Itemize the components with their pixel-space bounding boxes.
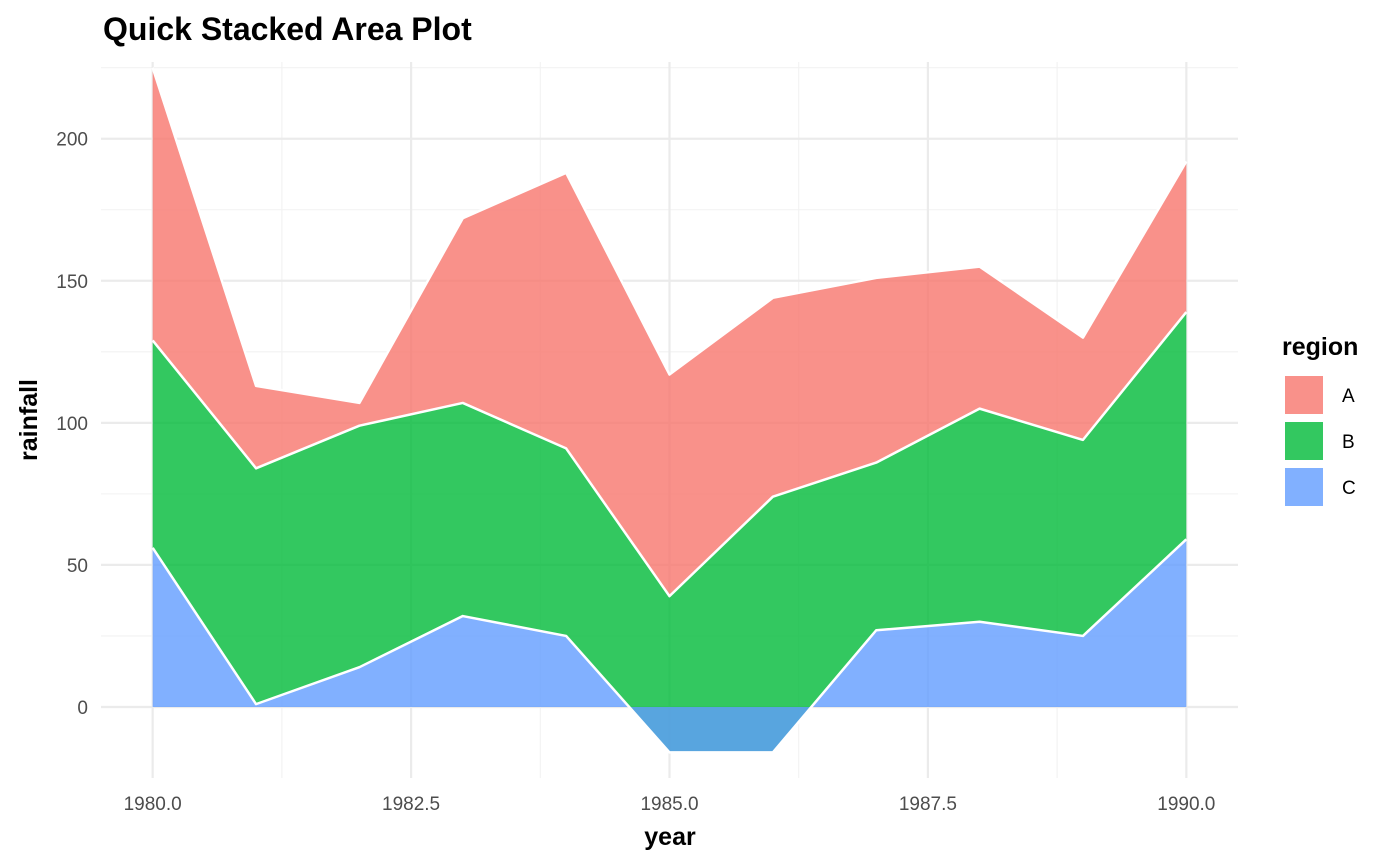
boundary-line-a [151,67,1188,405]
x-tick-label: 1985.0 [640,794,698,815]
y-tick-label: 0 [77,698,88,719]
x-axis-title: year [644,823,696,851]
boundary-line-b [151,311,1188,598]
area-a [152,67,1187,597]
area-series [152,67,1187,753]
y-axis-title: rainfall [15,379,43,461]
y-tick-label: 150 [56,272,88,293]
area-c [152,539,1187,753]
x-tick-label: 1987.5 [899,794,957,815]
legend-key-b [1285,422,1323,460]
x-tick-label: 1980.0 [124,794,182,815]
legend-title: region [1282,333,1358,361]
legend-key-c [1285,468,1323,506]
y-axis-ticks: 0 50 100 150 200 [56,130,88,719]
area-b [152,312,1187,753]
y-tick-label: 50 [67,556,88,577]
y-tick-label: 100 [56,414,88,435]
legend-label-b: B [1342,432,1355,453]
chart-title: Quick Stacked Area Plot [103,11,472,47]
boundary-line-c [151,538,1188,754]
legend-label-a: A [1342,386,1355,407]
legend-key-a [1285,376,1323,414]
series-boundary-lines [151,67,1188,754]
legend: region A B C [1282,333,1358,506]
legend-label-c: C [1342,478,1356,499]
y-tick-label: 200 [56,130,88,151]
x-tick-label: 1990.0 [1157,794,1215,815]
x-tick-label: 1982.5 [382,794,440,815]
x-axis-ticks: 1980.0 1982.5 1985.0 1987.5 1990.0 [124,794,1216,815]
